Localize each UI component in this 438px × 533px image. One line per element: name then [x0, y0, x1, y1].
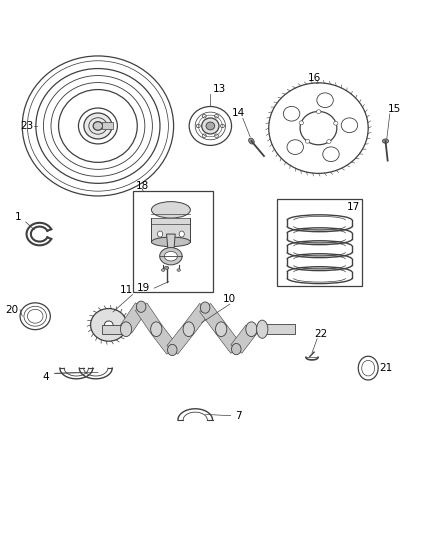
Bar [277, 199, 362, 286]
Text: 23: 23 [20, 121, 33, 131]
Ellipse shape [160, 247, 182, 265]
Ellipse shape [136, 301, 146, 312]
Text: 19: 19 [137, 283, 150, 293]
Polygon shape [151, 325, 178, 354]
Text: 7: 7 [235, 411, 242, 421]
Ellipse shape [206, 122, 215, 130]
Bar [133, 191, 212, 293]
Ellipse shape [305, 139, 310, 143]
Polygon shape [183, 303, 211, 333]
Ellipse shape [168, 344, 177, 356]
Ellipse shape [257, 320, 268, 338]
Ellipse shape [161, 269, 165, 271]
Ellipse shape [215, 115, 219, 118]
Ellipse shape [196, 124, 200, 128]
Polygon shape [135, 303, 162, 333]
Ellipse shape [120, 322, 132, 336]
Ellipse shape [327, 140, 331, 143]
Text: 16: 16 [307, 74, 321, 83]
Text: 11: 11 [120, 285, 133, 295]
Text: 21: 21 [379, 363, 392, 373]
Polygon shape [200, 303, 227, 333]
Polygon shape [167, 325, 194, 354]
Ellipse shape [202, 118, 219, 134]
Ellipse shape [183, 322, 194, 336]
Polygon shape [120, 303, 147, 333]
Text: 14: 14 [232, 108, 245, 118]
Ellipse shape [232, 343, 241, 355]
Ellipse shape [249, 138, 254, 144]
Polygon shape [231, 325, 257, 353]
Bar [102, 325, 128, 334]
Ellipse shape [323, 147, 339, 161]
Ellipse shape [201, 302, 210, 313]
Ellipse shape [283, 107, 300, 121]
Text: 22: 22 [314, 328, 327, 338]
Bar [102, 123, 113, 130]
Polygon shape [215, 325, 242, 353]
Ellipse shape [215, 322, 227, 336]
Text: 18: 18 [135, 181, 148, 191]
Ellipse shape [334, 122, 338, 125]
Polygon shape [166, 234, 175, 249]
Ellipse shape [91, 309, 127, 341]
Ellipse shape [93, 122, 102, 130]
Ellipse shape [382, 139, 389, 143]
Ellipse shape [202, 115, 206, 118]
Ellipse shape [152, 201, 191, 218]
Text: 4: 4 [43, 372, 49, 382]
Ellipse shape [179, 231, 184, 237]
Text: 10: 10 [223, 294, 237, 304]
Ellipse shape [151, 322, 162, 336]
Ellipse shape [164, 266, 169, 269]
Ellipse shape [104, 321, 113, 329]
Ellipse shape [202, 134, 206, 138]
Bar [262, 324, 295, 334]
Text: 20: 20 [5, 305, 18, 315]
Ellipse shape [246, 322, 257, 336]
Text: 15: 15 [388, 103, 401, 114]
Ellipse shape [220, 124, 224, 128]
Ellipse shape [158, 231, 162, 237]
Ellipse shape [341, 118, 358, 133]
Ellipse shape [215, 134, 219, 138]
Ellipse shape [317, 93, 333, 108]
Text: 13: 13 [212, 84, 226, 94]
Ellipse shape [84, 113, 112, 139]
Text: 1: 1 [14, 212, 21, 222]
Ellipse shape [152, 237, 191, 247]
Ellipse shape [287, 140, 304, 155]
Ellipse shape [177, 269, 180, 271]
Ellipse shape [317, 110, 321, 114]
Text: 17: 17 [347, 202, 360, 212]
Bar [152, 218, 191, 242]
Ellipse shape [299, 121, 304, 125]
Ellipse shape [164, 252, 177, 261]
